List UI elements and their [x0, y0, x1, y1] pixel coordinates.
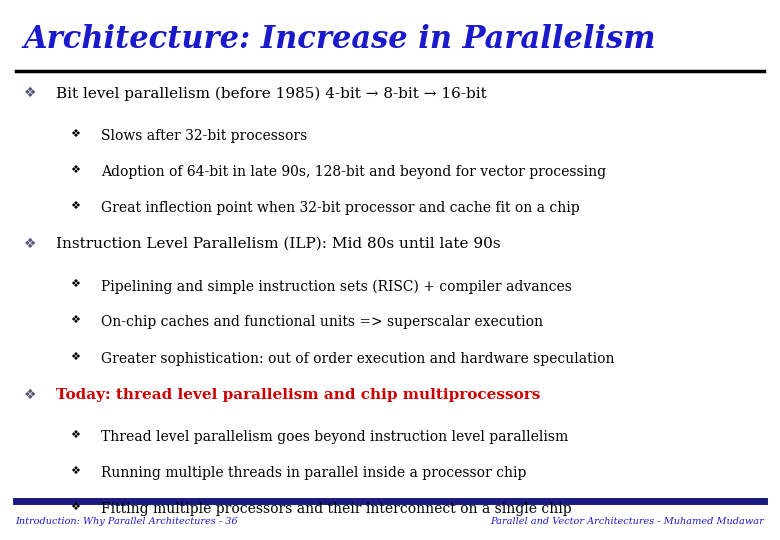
Text: ❖: ❖: [70, 352, 80, 362]
Text: ❖: ❖: [70, 201, 80, 211]
Text: On-chip caches and functional units => superscalar execution: On-chip caches and functional units => s…: [101, 315, 544, 329]
Text: Greater sophistication: out of order execution and hardware speculation: Greater sophistication: out of order exe…: [101, 352, 615, 366]
Text: ❖: ❖: [70, 430, 80, 440]
Text: ❖: ❖: [70, 129, 80, 139]
Text: ❖: ❖: [23, 388, 36, 402]
Text: ❖: ❖: [70, 315, 80, 326]
Text: Running multiple threads in parallel inside a processor chip: Running multiple threads in parallel ins…: [101, 466, 526, 480]
Text: Introduction: Why Parallel Architectures - 36: Introduction: Why Parallel Architectures…: [16, 517, 239, 525]
Text: Great inflection point when 32-bit processor and cache fit on a chip: Great inflection point when 32-bit proce…: [101, 201, 580, 215]
Text: ❖: ❖: [70, 165, 80, 175]
Text: Thread level parallelism goes beyond instruction level parallelism: Thread level parallelism goes beyond ins…: [101, 430, 569, 444]
Text: Adoption of 64-bit in late 90s, 128-bit and beyond for vector processing: Adoption of 64-bit in late 90s, 128-bit …: [101, 165, 607, 179]
Text: Fitting multiple processors and their interconnect on a single chip: Fitting multiple processors and their in…: [101, 502, 572, 516]
Text: Bit level parallelism (before 1985) 4-bit → 8-bit → 16-bit: Bit level parallelism (before 1985) 4-bi…: [56, 86, 487, 101]
Text: ❖: ❖: [70, 502, 80, 512]
Text: ❖: ❖: [70, 279, 80, 289]
Text: ❖: ❖: [23, 86, 36, 100]
Text: Today: thread level parallelism and chip multiprocessors: Today: thread level parallelism and chip…: [56, 388, 541, 402]
Text: Instruction Level Parallelism (ILP): Mid 80s until late 90s: Instruction Level Parallelism (ILP): Mid…: [56, 237, 501, 251]
Text: Architecture: Increase in Parallelism: Architecture: Increase in Parallelism: [23, 24, 656, 55]
Text: Parallel and Vector Architectures - Muhamed Mudawar: Parallel and Vector Architectures - Muha…: [491, 517, 764, 525]
Text: Pipelining and simple instruction sets (RISC) + compiler advances: Pipelining and simple instruction sets (…: [101, 279, 573, 294]
Text: Slows after 32-bit processors: Slows after 32-bit processors: [101, 129, 307, 143]
Text: ❖: ❖: [23, 237, 36, 251]
Text: ❖: ❖: [70, 466, 80, 476]
